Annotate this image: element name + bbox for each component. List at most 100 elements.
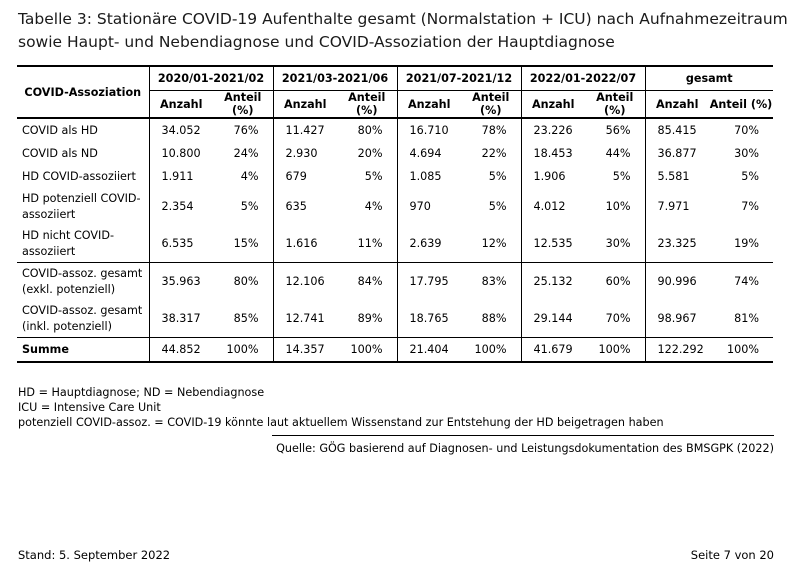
count-cell: 85.415 — [644, 118, 709, 142]
share-cell: 83% — [461, 262, 521, 300]
count-cell: 41.679 — [520, 337, 585, 363]
count-cell: 1.911 — [148, 165, 213, 188]
share-cell: 5% — [488, 170, 507, 183]
share-cell: 74% — [709, 262, 773, 300]
count-cell: 12.741 — [272, 300, 337, 338]
table-body: COVID als HD 34.052 76% 11.427 80% 16.710 78% 2… — [17, 118, 773, 363]
share-cell: 84% — [337, 262, 397, 300]
count-cell: 17.795 — [396, 262, 461, 300]
share-cell: 81% — [734, 312, 759, 325]
subheader-count: Anzahl — [148, 90, 213, 119]
share-cell: 100% — [461, 337, 521, 363]
share-cell: 5% — [612, 170, 631, 183]
row-label: COVID als ND — [22, 146, 98, 160]
footnote-abbrev-diagnoses: HD = Hauptdiagnose; ND = Nebendiagnose — [18, 386, 265, 399]
count-cell: 44.852 — [148, 337, 213, 363]
share-cell: 15% — [233, 237, 259, 250]
subheader-count: Anzahl — [272, 90, 337, 119]
header-row-subheaders: Anzahl Anteil (%) Anzahl Anteil (%) Anza… — [17, 90, 773, 119]
count-cell: 18.765 — [396, 300, 461, 338]
count-cell: 2.930 — [272, 142, 337, 165]
share-cell: 70% — [734, 124, 759, 137]
period-header-2: 2021/03-2021/06 — [272, 65, 397, 91]
footer-page-number: Seite 7 von 20 — [690, 548, 774, 562]
share-cell: 30% — [734, 147, 759, 160]
share-cell: 5% — [364, 170, 383, 183]
row-label: COVID-assoz. gesamt (inkl. potenziell) — [22, 303, 143, 333]
source-note: Quelle: GÖG basierend auf Diagnosen- und… — [276, 442, 774, 455]
count-cell: 29.144 — [520, 300, 585, 338]
share-cell: 80% — [213, 262, 273, 300]
count-cell: 18.453 — [520, 142, 585, 165]
count-cell: 25.132 — [520, 262, 585, 300]
count-cell: 90.996 — [644, 262, 709, 300]
share-cell: 56% — [605, 124, 631, 137]
count-cell: 7.971 — [644, 188, 709, 225]
row-label: COVID als HD — [22, 123, 98, 137]
period-header-total: gesamt — [644, 65, 773, 91]
share-cell: 78% — [481, 124, 507, 137]
share-cell: 4% — [364, 200, 383, 213]
count-cell: 23.325 — [644, 225, 709, 263]
count-cell: 679 — [272, 165, 337, 188]
count-cell: 2.354 — [148, 188, 213, 225]
share-cell: 7% — [741, 200, 759, 213]
count-cell: 4.012 — [520, 188, 585, 225]
share-cell: 5% — [488, 200, 507, 213]
count-cell: 2.639 — [396, 225, 461, 263]
share-cell: 76% — [233, 124, 259, 137]
share-cell: 100% — [213, 337, 273, 363]
count-cell: 1.906 — [520, 165, 585, 188]
share-cell: 4% — [240, 170, 259, 183]
row-label: Summe — [17, 337, 149, 363]
table-row: HD nicht COVID-assoziiert 6.535 15% 1.616 11… — [17, 225, 773, 263]
footnotes: HD = Hauptdiagnose; ND = Nebendiagnose I… — [18, 385, 664, 430]
count-cell: 635 — [272, 188, 337, 225]
column-header-association: COVID-Assoziation — [17, 65, 149, 119]
share-cell: 100% — [337, 337, 397, 363]
count-cell: 5.581 — [644, 165, 709, 188]
header-row-periods: COVID-Assoziation 2020/01-2021/02 2021/0… — [17, 65, 773, 119]
share-cell: 89% — [357, 312, 383, 325]
source-divider — [272, 435, 774, 436]
subheader-share: Anteil (%) — [461, 90, 521, 119]
share-cell: 44% — [605, 147, 631, 160]
share-cell: 85% — [233, 312, 259, 325]
table-row: HD COVID-assoziiert 1.911 4% 679 5% 1.085 5% 1.… — [17, 165, 773, 188]
count-cell: 1.085 — [396, 165, 461, 188]
row-label: HD COVID-assoziiert — [22, 169, 136, 183]
share-cell: 100% — [585, 337, 645, 363]
row-label: COVID-assoz. gesamt (exkl. potenziell) — [17, 262, 149, 300]
count-cell: 36.877 — [644, 142, 709, 165]
share-cell: 12% — [481, 237, 507, 250]
row-label: HD potenziell COVID-assoziiert — [22, 191, 141, 221]
count-cell: 11.427 — [272, 118, 337, 142]
count-cell: 6.535 — [148, 225, 213, 263]
count-cell: 14.357 — [272, 337, 337, 363]
footnote-abbrev-icu: ICU = Intensive Care Unit — [18, 401, 161, 414]
footnote-potential: potenziell COVID-assoz. = COVID-19 könnt… — [18, 416, 664, 429]
table-row: COVID-assoz. gesamt (exkl. potenziell) 35… — [17, 262, 773, 300]
share-cell: 70% — [605, 312, 631, 325]
table-row: Summe 44.852 100% 14.357 100% 21.404 100% 41.67… — [17, 337, 773, 363]
count-cell: 38.317 — [148, 300, 213, 338]
subheader-count: Anzahl — [520, 90, 585, 119]
count-cell: 12.535 — [520, 225, 585, 263]
subheader-share: Anteil (%) — [709, 90, 773, 119]
subheader-share: Anteil (%) — [213, 90, 273, 119]
share-cell: 22% — [481, 147, 507, 160]
period-header-4: 2022/01-2022/07 — [520, 65, 645, 91]
count-cell: 16.710 — [396, 118, 461, 142]
count-cell: 122.292 — [644, 337, 709, 363]
period-header-1: 2020/01-2021/02 — [148, 65, 273, 91]
count-cell: 35.963 — [148, 262, 213, 300]
count-cell: 4.694 — [396, 142, 461, 165]
count-cell: 23.226 — [520, 118, 585, 142]
table-row: COVID-assoz. gesamt (inkl. potenziell) 38… — [17, 300, 773, 338]
share-cell: 10% — [605, 200, 631, 213]
count-cell: 21.404 — [396, 337, 461, 363]
count-cell: 98.967 — [644, 300, 709, 338]
share-cell: 11% — [357, 237, 383, 250]
count-cell: 970 — [396, 188, 461, 225]
row-label: HD nicht COVID-assoziiert — [22, 228, 114, 258]
